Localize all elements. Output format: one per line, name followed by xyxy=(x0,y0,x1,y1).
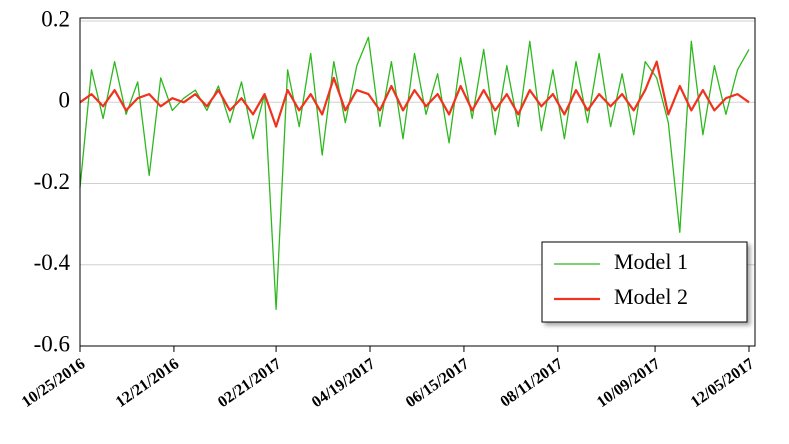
x-tick-label: 06/15/2017 xyxy=(403,355,472,411)
x-tick-label: 02/21/2017 xyxy=(215,355,284,411)
x-tick-label: 12/21/2016 xyxy=(113,355,182,411)
y-tick-label: -0.4 xyxy=(34,250,71,275)
y-tick-label: 0 xyxy=(59,88,71,113)
legend-box xyxy=(541,241,748,323)
x-tick-label: 12/05/2017 xyxy=(688,355,757,411)
plot-frame xyxy=(79,17,756,347)
x-tick-label: 10/25/2016 xyxy=(19,355,88,411)
legend-label: Model 2 xyxy=(614,284,688,309)
x-tick-label: 10/09/2017 xyxy=(594,355,663,411)
x-tick-label: 08/11/2017 xyxy=(497,355,566,410)
x-tick-label: 04/19/2017 xyxy=(309,355,378,411)
legend: Model 1 Model 2 xyxy=(541,241,748,323)
legend-label: Model 1 xyxy=(614,249,688,274)
series-line xyxy=(79,36,750,311)
y-tick-label: 0.2 xyxy=(41,6,70,31)
y-tick-label: -0.2 xyxy=(34,169,70,194)
y-tick-label: -0.6 xyxy=(34,331,70,356)
series-line xyxy=(79,60,750,128)
